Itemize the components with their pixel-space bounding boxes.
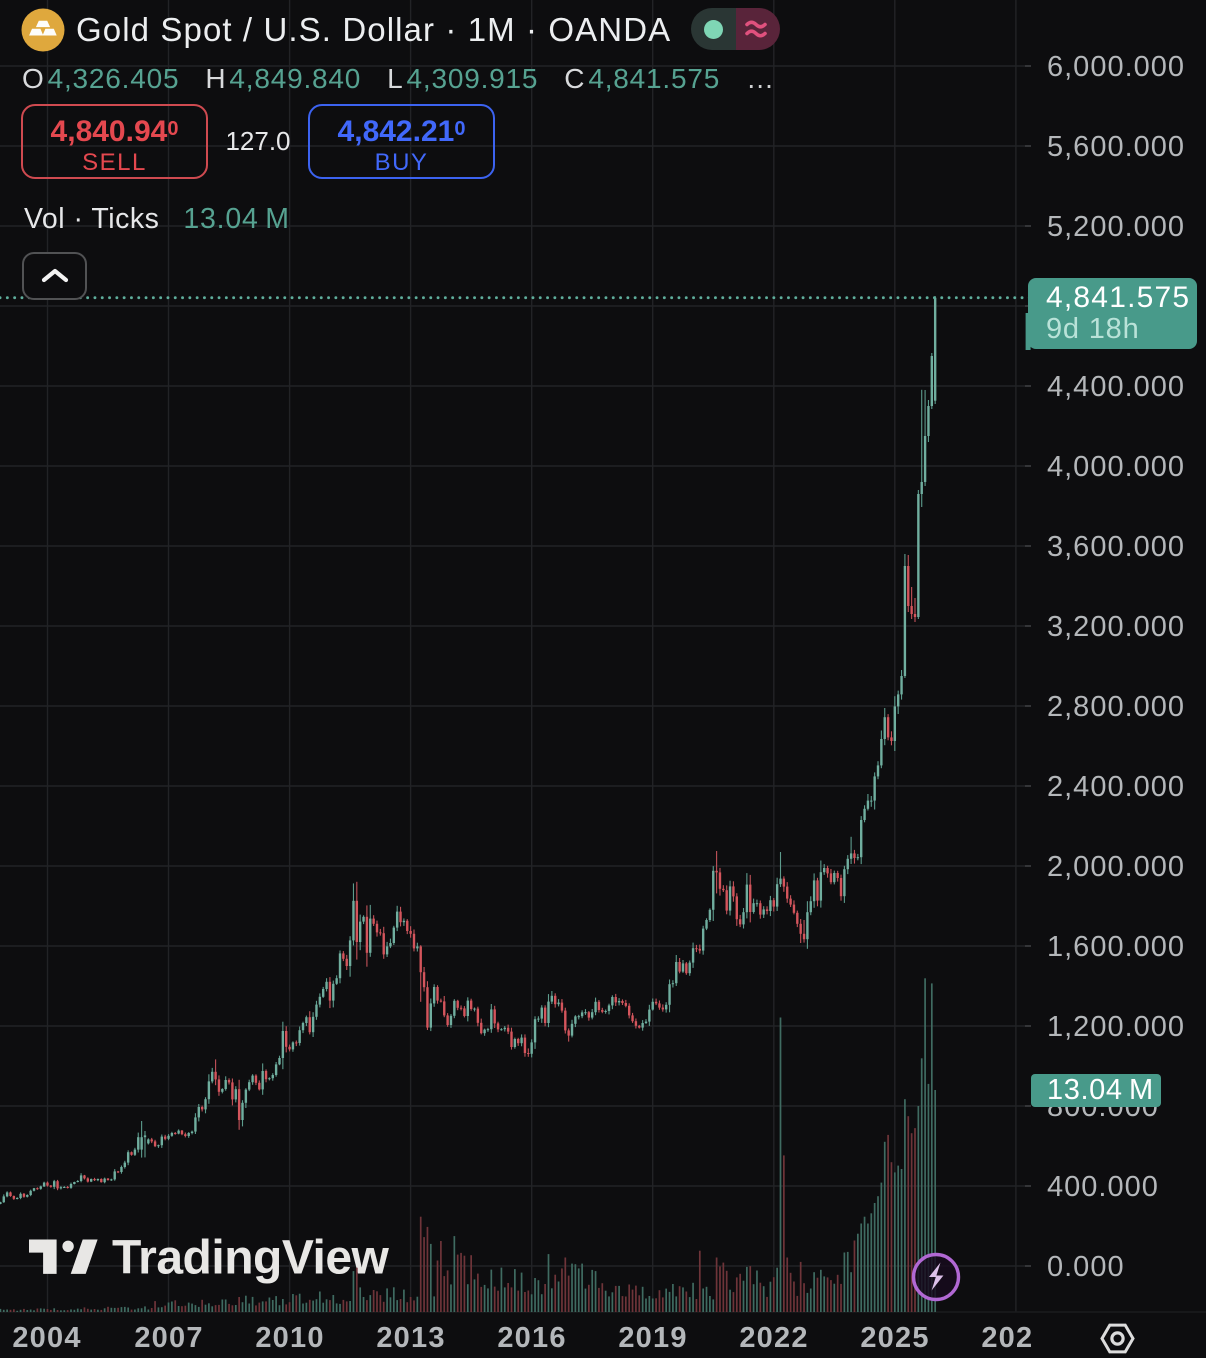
svg-text:4,000.000: 4,000.000 — [1047, 451, 1185, 483]
svg-text:400.000: 400.000 — [1047, 1171, 1159, 1203]
svg-text:4,400.000: 4,400.000 — [1047, 371, 1185, 403]
svg-text:2,000.000: 2,000.000 — [1047, 851, 1185, 883]
svg-text:13.04 M: 13.04 M — [1047, 1074, 1154, 1106]
svg-text:2,400.000: 2,400.000 — [1047, 771, 1185, 803]
svg-text:2007: 2007 — [134, 1322, 203, 1354]
svg-text:2010: 2010 — [255, 1322, 324, 1354]
svg-text:9d 18h: 9d 18h — [1046, 313, 1140, 345]
svg-text:2004: 2004 — [12, 1322, 81, 1354]
svg-text:0.000: 0.000 — [1047, 1251, 1125, 1283]
svg-text:2019: 2019 — [618, 1322, 687, 1354]
svg-text:TradingView: TradingView — [112, 1232, 390, 1285]
svg-text:2013: 2013 — [376, 1322, 445, 1354]
svg-text:4,841.575: 4,841.575 — [1046, 281, 1190, 314]
svg-text:2028: 2028 — [981, 1322, 1050, 1354]
svg-text:3,600.000: 3,600.000 — [1047, 531, 1185, 563]
svg-text:5,200.000: 5,200.000 — [1047, 211, 1185, 243]
svg-text:6,000.000: 6,000.000 — [1047, 51, 1185, 83]
svg-text:2,800.000: 2,800.000 — [1047, 691, 1185, 723]
svg-text:3,200.000: 3,200.000 — [1047, 611, 1185, 643]
svg-text:2016: 2016 — [497, 1322, 566, 1354]
svg-text:5,600.000: 5,600.000 — [1047, 131, 1185, 163]
svg-text:2025: 2025 — [860, 1322, 929, 1354]
svg-text:1,600.000: 1,600.000 — [1047, 931, 1185, 963]
svg-text:2022: 2022 — [739, 1322, 808, 1354]
svg-text:1,200.000: 1,200.000 — [1047, 1011, 1185, 1043]
